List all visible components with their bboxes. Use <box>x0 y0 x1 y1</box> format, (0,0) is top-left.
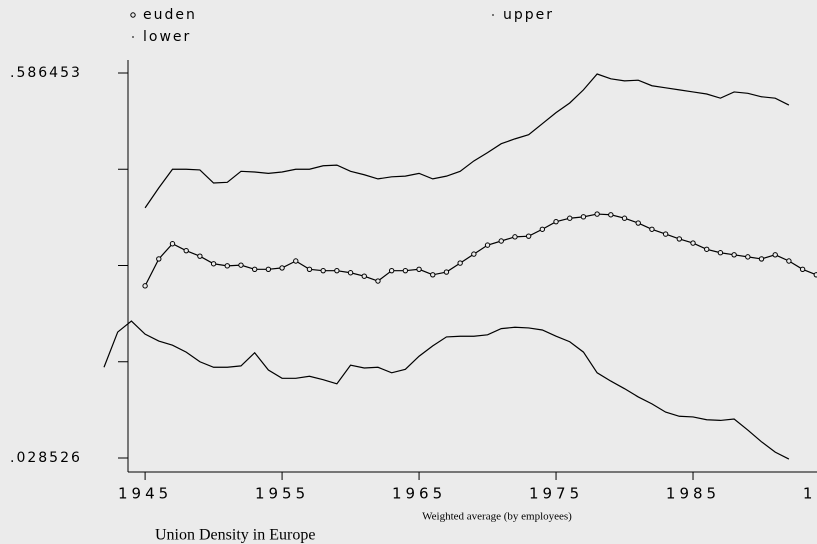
series-marker <box>580 214 587 220</box>
series-marker <box>279 265 285 271</box>
series-marker <box>786 258 792 264</box>
series-marker <box>498 238 504 244</box>
series-line <box>144 213 817 287</box>
x-axis-title: Weighted average (by employees) <box>422 511 572 523</box>
x-tick-label: 1945 <box>118 485 172 503</box>
series-marker <box>183 247 189 254</box>
series-marker <box>621 215 628 221</box>
series-marker <box>745 254 751 260</box>
x-tick-label: 1965 <box>392 485 446 503</box>
series-marker <box>690 240 696 246</box>
series-marker <box>553 218 559 225</box>
series-marker <box>416 266 422 272</box>
series-marker <box>265 266 272 272</box>
legend-marker <box>130 12 136 18</box>
series-marker <box>608 212 614 218</box>
series-marker <box>306 266 313 272</box>
series-line <box>103 320 790 460</box>
series-marker <box>813 272 817 278</box>
series-marker <box>251 266 258 272</box>
series-marker <box>443 269 450 275</box>
y-tick-label: .586453 <box>10 65 82 81</box>
series-marker <box>224 263 230 269</box>
series-marker <box>704 246 710 252</box>
y-tick-label: .028526 <box>10 450 82 466</box>
x-tick-label: 1995 <box>803 485 817 503</box>
series-marker <box>471 251 477 257</box>
series-marker <box>594 211 600 217</box>
series-marker <box>293 258 299 264</box>
series-marker <box>361 273 367 279</box>
x-tick-label: 1975 <box>529 485 583 503</box>
series-marker <box>457 260 463 266</box>
series-marker <box>347 270 354 276</box>
series-marker <box>758 256 765 262</box>
series-marker <box>402 267 409 274</box>
series-marker <box>320 267 326 274</box>
series-marker <box>375 278 381 284</box>
legend-label: lower <box>143 29 191 45</box>
legend-label: upper <box>503 7 554 23</box>
series-marker <box>635 220 641 226</box>
series-marker <box>717 250 724 256</box>
series-marker <box>334 267 340 274</box>
series-line <box>144 73 790 209</box>
series-marker <box>662 231 669 237</box>
series-marker <box>430 272 436 278</box>
x-tick-label: 1985 <box>666 485 720 503</box>
series-marker <box>525 233 532 239</box>
series-marker <box>731 252 737 258</box>
x-tick-label: 1955 <box>255 485 309 503</box>
series-marker <box>142 283 148 289</box>
series-marker <box>238 262 244 268</box>
series-marker <box>539 226 546 232</box>
series-marker <box>156 256 162 262</box>
series-marker <box>512 234 518 240</box>
legend-marker <box>132 36 134 38</box>
legend-marker <box>492 14 494 16</box>
series-marker <box>567 215 573 221</box>
series-marker <box>388 267 395 274</box>
series-marker <box>799 266 806 272</box>
series-marker <box>197 253 203 259</box>
legend-label: euden <box>143 7 197 23</box>
series-marker <box>484 242 491 248</box>
series-marker <box>772 252 778 258</box>
chart-title: Union Density in Europe <box>155 527 315 544</box>
series-marker <box>210 261 217 267</box>
series-marker <box>169 241 176 247</box>
series-marker <box>649 226 655 232</box>
series-marker <box>676 236 683 242</box>
